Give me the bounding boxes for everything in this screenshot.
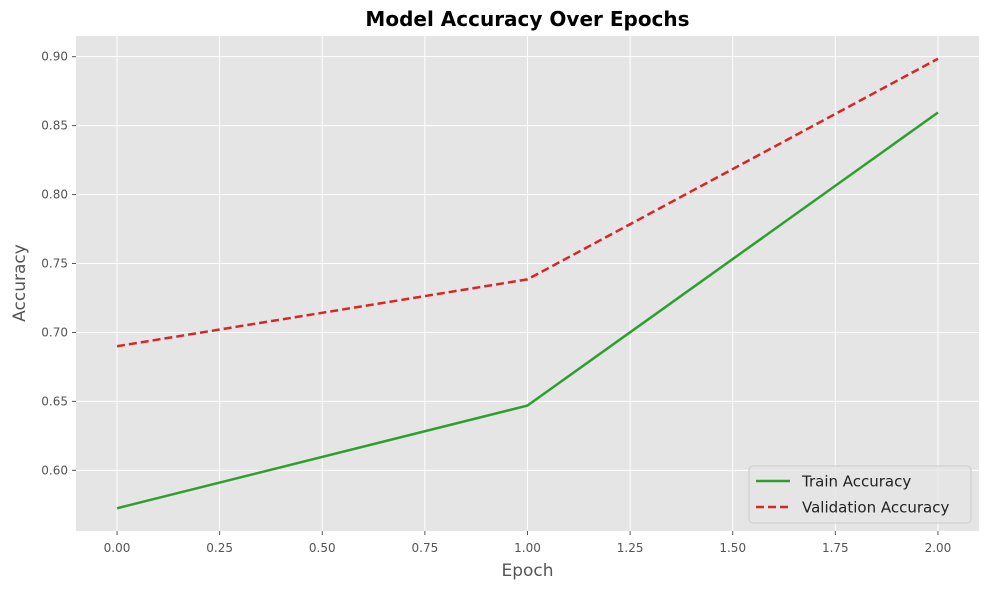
y-tick-label: 0.60 (41, 463, 68, 477)
x-tick-label: 1.75 (822, 541, 849, 555)
x-tick-label: 1.25 (617, 541, 644, 555)
y-axis-title: Accuracy (10, 244, 30, 322)
y-tick-label: 0.70 (41, 325, 68, 339)
grid (76, 36, 979, 531)
y-tick-label: 0.85 (41, 119, 68, 133)
series-lines (116, 57, 939, 510)
legend: Train Accuracy Validation Accuracy (748, 465, 972, 524)
y-tick-label: 0.80 (41, 188, 68, 202)
y-tick-label: 0.90 (41, 50, 68, 64)
x-tick-label: 1.50 (719, 541, 746, 555)
y-tick-label: 0.65 (41, 394, 68, 408)
legend-label-validation-accuracy: Validation Accuracy (802, 499, 949, 517)
legend-box (748, 465, 972, 524)
x-axis-ticks: 0.00 0.25 0.50 0.75 1.00 1.25 1.50 1.75 2.00 (104, 531, 952, 555)
series-line-train-accuracy (116, 111, 939, 510)
x-axis-title: Epoch (501, 561, 553, 581)
x-tick-label: 0.25 (206, 541, 233, 555)
x-tick-label: 0.75 (412, 541, 439, 555)
legend-label-train-accuracy: Train Accuracy (801, 473, 911, 491)
series-line-validation-accuracy (116, 57, 939, 348)
y-axis-ticks: 0.60 0.65 0.70 0.75 0.80 0.85 0.90 (41, 50, 76, 477)
x-tick-label: 0.00 (104, 541, 131, 555)
x-tick-label: 0.50 (309, 541, 336, 555)
x-tick-label: 2.00 (925, 541, 952, 555)
x-tick-label: 1.00 (514, 541, 541, 555)
y-tick-label: 0.75 (41, 257, 68, 271)
chart-title: Model Accuracy Over Epochs (365, 7, 689, 31)
